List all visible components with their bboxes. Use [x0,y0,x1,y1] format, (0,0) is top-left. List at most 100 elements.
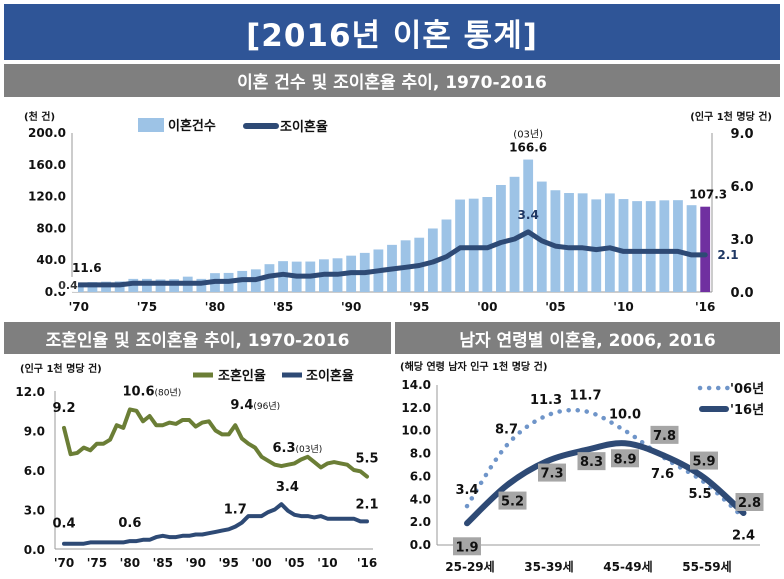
chart2-x-tick: '80 [120,556,140,570]
chart3-label-2016-box [577,452,606,471]
chart1-bar [523,159,534,292]
chart1-x-tick: '85 [273,300,293,314]
chart2-x-tick: '85 [153,556,173,570]
chart3-label-2006: 8.7 [495,423,518,438]
chart3-y-tick: 2.0 [410,515,431,529]
chart3-label-2016: 2.8 [738,496,761,511]
chart1-legend-line-label: 조이혼율 [280,119,328,135]
chart1-right-tick: 6.0 [730,180,753,195]
chart3-x-tick: 35-39세 [524,559,573,574]
chart3-label-2016-box [735,493,764,511]
chart1-bar [632,201,643,292]
chart1-annotation: 3.4 [518,208,539,222]
chart3-label-2016-box [690,451,718,470]
chart1-x-tick: '05 [545,300,565,314]
chart2-marriage-line [62,407,369,479]
chart3-label-2016: 1.9 [455,540,478,555]
chart1-left-tick: 160.0 [28,158,66,172]
chart1-right-tick: 0.0 [730,286,753,301]
chart2-annotation: 3.4 [276,480,299,495]
chart3-label-2016-box [453,537,481,556]
chart3-label-2006: 2.4 [732,529,755,544]
chart2-legend-divorce-label: 조이혼율 [306,368,354,384]
chart1-left-tick: 40.0 [36,253,66,267]
chart1-x-tick: '10 [613,300,633,314]
section-title-divorce-trend: 이혼 건수 및 조이혼율 추이, 1970-2016 [4,64,780,97]
chart1-bar [155,279,166,292]
chart1-right-tick: 3.0 [730,233,753,248]
chart2-divorce-line [62,502,369,546]
chart2-unit: (인구 1천 명당 건) [20,362,102,375]
chart1-bar [509,176,520,292]
chart1-bar [645,201,656,292]
chart1-rate-line [76,229,708,288]
chart2-x-tick: '70 [54,556,74,570]
chart2-y-tick: 0.0 [24,543,45,557]
chart1-annotation: 0.4 [58,279,78,292]
chart1-x-tick: '90 [341,300,361,314]
chart2-annotation: 2.1 [355,497,378,512]
chart2-y-tick: 6.0 [24,464,45,478]
chart1-bar [577,193,588,292]
chart3-y-tick: 10.0 [401,424,431,438]
chart3-y-tick: 8.0 [410,447,431,461]
chart3-label-2006: 11.7 [569,388,601,403]
chart2-annotation: 9.2 [52,401,75,416]
chart2-annotation: 5.5 [355,452,378,467]
chart2-annotation: 0.4 [52,517,75,532]
chart1-annotation-bg [714,245,740,262]
chart1-left-tick: 120.0 [28,190,66,204]
chart3-y-tick: 12.0 [401,401,431,415]
chart1-bar [604,193,615,292]
chart1-legend-bar-label: 이혼건수 [168,118,216,134]
chart3-label-2006: 7.6 [651,467,674,482]
chart3-label-2016: 5.9 [692,455,715,470]
chart3-label-2016: 7.8 [653,429,676,444]
chart2-annotation: 6.3(03년) [272,441,322,456]
chart1-annotation: 11.6 [72,261,102,275]
section-title-age-divorce: 남자 연령별 이혼율, 2006, 2016 [395,322,780,354]
chart3-label-2006: 10.0 [609,408,641,423]
chart2-x-tick: '75 [87,556,107,570]
chart3-y-tick: 4.0 [410,492,431,506]
chart1-x-tick: '95 [409,300,429,314]
chart2-x-tick: '90 [186,556,206,570]
chart2-x-tick: '10 [317,556,337,570]
chart1-bar [659,200,670,292]
chart3-legend-2016-label: '16년 [730,403,764,418]
chart1-x-tick: '70 [69,300,89,314]
chart1-annotation: 2.1 [717,248,738,262]
chart2-x-tick: '95 [218,556,238,570]
chart1-bar [550,190,561,292]
chart1-bar [618,199,629,292]
chart3-y-tick: 14.0 [401,378,431,392]
chart2-x-tick: '00 [251,556,271,570]
chart1-bar [482,196,493,292]
chart3-label-2016-box [538,463,566,482]
chart3-x-tick: 25-29세 [445,559,494,574]
chart3-label-2006: 11.3 [530,393,562,408]
chart1-x-tick: '75 [137,300,157,314]
chart2-x-tick: '16 [357,556,377,570]
chart3-unit: (해당 연령 남자 인구 1천 명당 건) [400,360,547,373]
chart1-annotation: 107.3 [689,188,727,202]
chart1-bar [700,206,711,292]
chart2-annotation: 0.6 [118,516,141,531]
chart3-label-2016: 8.3 [580,455,603,470]
chart1-annotation-bg [58,276,78,292]
chart3-line-2016 [464,440,747,527]
chart1-left-tick: 200.0 [28,126,66,140]
chart3-label-2016-box [498,491,527,510]
chart2-annotation: 9.4(96년) [230,398,280,413]
chart2-y-tick: 3.0 [24,504,45,518]
chart3-label-2016: 7.3 [540,467,563,482]
chart3-label-2006: 3.4 [455,483,478,498]
chart3-line-2006 [464,407,746,520]
chart1-bar [536,181,547,292]
chart1-bar [591,199,602,292]
chart1-bar [686,205,697,292]
chart3-label-2016-box [611,449,639,468]
chart1-bar [673,200,683,292]
page-title: [2016년 이혼 통계] [4,4,780,60]
chart1-x-tick: '00 [477,300,497,314]
